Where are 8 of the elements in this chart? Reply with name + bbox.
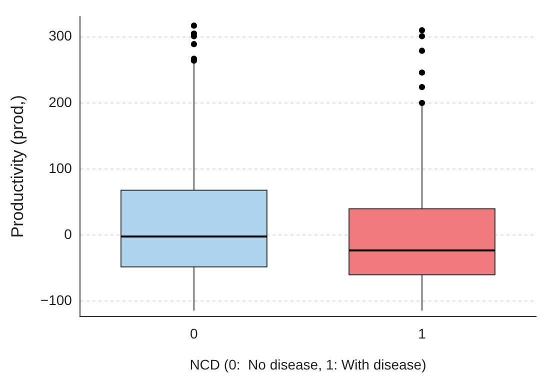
y-tick-label: −100 <box>40 292 72 308</box>
y-tick-label: 0 <box>64 226 72 242</box>
y-tick-label: 100 <box>48 160 72 176</box>
y-tick-label: 200 <box>48 94 72 110</box>
x-tick-label: 1 <box>418 326 426 342</box>
y-tick-label: 300 <box>48 28 72 44</box>
x-axis-title: NCD (0: No disease, 1: With disease) <box>190 356 426 372</box>
y-axis-title: Productivity (prod,) <box>8 95 27 238</box>
